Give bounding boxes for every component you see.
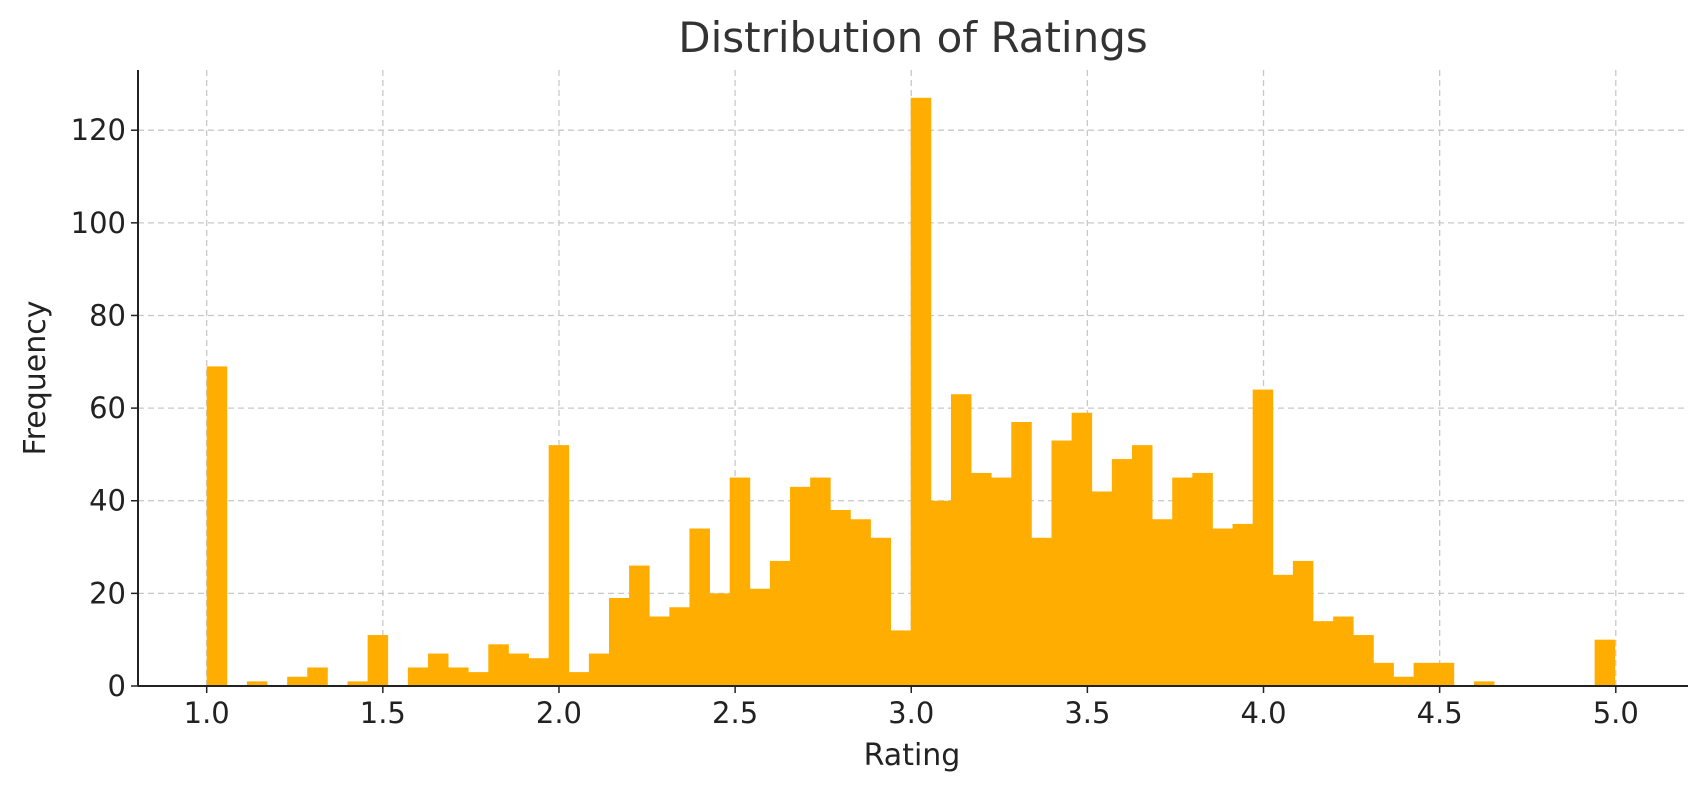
histogram-bar	[1091, 491, 1113, 686]
histogram-bar	[1393, 676, 1414, 686]
histogram-bar	[608, 598, 630, 686]
histogram-bar	[1433, 662, 1455, 686]
x-tick-label: 2.0	[536, 696, 582, 730]
histogram-bar	[1152, 519, 1173, 686]
histogram-bar	[689, 528, 710, 686]
x-tick-label: 3.5	[1064, 696, 1110, 730]
histogram-bar	[749, 588, 771, 686]
histogram-bar	[870, 537, 891, 686]
histogram-bar	[1071, 412, 1093, 686]
histogram-bar	[528, 658, 550, 686]
histogram-bar	[729, 477, 751, 686]
histogram-bar	[971, 472, 992, 686]
histogram-bar	[930, 500, 952, 686]
histogram-bar	[629, 565, 650, 686]
x-tick-label: 4.0	[1240, 696, 1286, 730]
histogram-bar	[1172, 477, 1193, 686]
histogram-bar	[769, 560, 791, 686]
histogram-bar	[568, 672, 590, 686]
histogram-bar	[588, 653, 610, 686]
histogram-bar	[1031, 537, 1052, 686]
x-tick-label: 1.5	[360, 696, 406, 730]
histogram-bar	[1011, 422, 1032, 686]
histogram-bar	[1232, 523, 1254, 686]
histogram-bar	[246, 681, 268, 686]
histogram-bar	[427, 653, 449, 686]
histogram-bar	[790, 486, 811, 686]
histogram-bar	[508, 653, 529, 686]
histogram-bar	[890, 630, 912, 686]
histogram-bar	[1473, 681, 1495, 686]
histogram-bar	[206, 366, 228, 686]
y-tick-label: 120	[71, 113, 126, 147]
histogram-bar	[991, 477, 1012, 686]
histogram-bar	[1413, 662, 1435, 686]
x-tick-label: 5.0	[1593, 696, 1639, 730]
histogram-bar	[468, 672, 489, 686]
x-axis-label: Rating	[864, 738, 961, 773]
histogram-bar	[1333, 616, 1354, 686]
histogram-bar	[1051, 440, 1073, 686]
y-tick-label: 40	[89, 484, 126, 518]
y-axis-label: Frequency	[18, 301, 53, 456]
axes-layer: 1.0 1.5 2.0 2.5 3.0 3.5 4.0 4.5 5.0 0 20 40 60 80 100 1…	[71, 70, 1688, 730]
histogram-bar	[1313, 621, 1334, 686]
x-tick-label: 4.5	[1417, 696, 1463, 730]
histogram-bar	[709, 593, 731, 686]
histogram-bar	[488, 644, 509, 686]
histogram-bar	[548, 445, 570, 686]
histogram-bar	[1131, 445, 1153, 686]
histogram-bar	[1111, 459, 1133, 686]
x-tick-label: 1.0	[184, 696, 230, 730]
chart-title: Distribution of Ratings	[678, 13, 1148, 62]
histogram-bar	[1373, 662, 1394, 686]
y-tick-label: 100	[71, 206, 126, 240]
histogram-bar	[307, 667, 328, 686]
histogram-bar	[287, 676, 308, 686]
y-tick-label: 80	[89, 298, 126, 332]
histogram-bar	[1212, 528, 1233, 686]
histogram-bar	[1292, 560, 1314, 686]
x-tick-label: 2.5	[712, 696, 758, 730]
histogram-bar	[367, 635, 389, 686]
x-tick-label: 3.0	[888, 696, 934, 730]
histogram-bar	[407, 667, 429, 686]
histogram-bar	[669, 607, 690, 686]
histogram-bar	[1353, 635, 1374, 686]
histogram-bar	[950, 394, 972, 686]
histogram-bar	[347, 681, 369, 686]
histogram-bar	[850, 519, 871, 686]
y-tick-label: 20	[89, 576, 126, 610]
y-tick-label: 60	[89, 391, 126, 425]
histogram-bar	[1594, 639, 1616, 686]
histogram-bar	[448, 667, 469, 686]
histogram-bar	[1252, 389, 1274, 686]
histogram-bar	[910, 97, 932, 686]
histogram-bar	[830, 510, 851, 686]
histogram-bar	[1192, 472, 1213, 686]
histogram-bar	[649, 616, 670, 686]
histogram-bar	[1272, 574, 1294, 686]
bars-layer	[206, 97, 1616, 686]
y-tick-label: 0	[108, 669, 126, 703]
histogram-bar	[810, 477, 831, 686]
